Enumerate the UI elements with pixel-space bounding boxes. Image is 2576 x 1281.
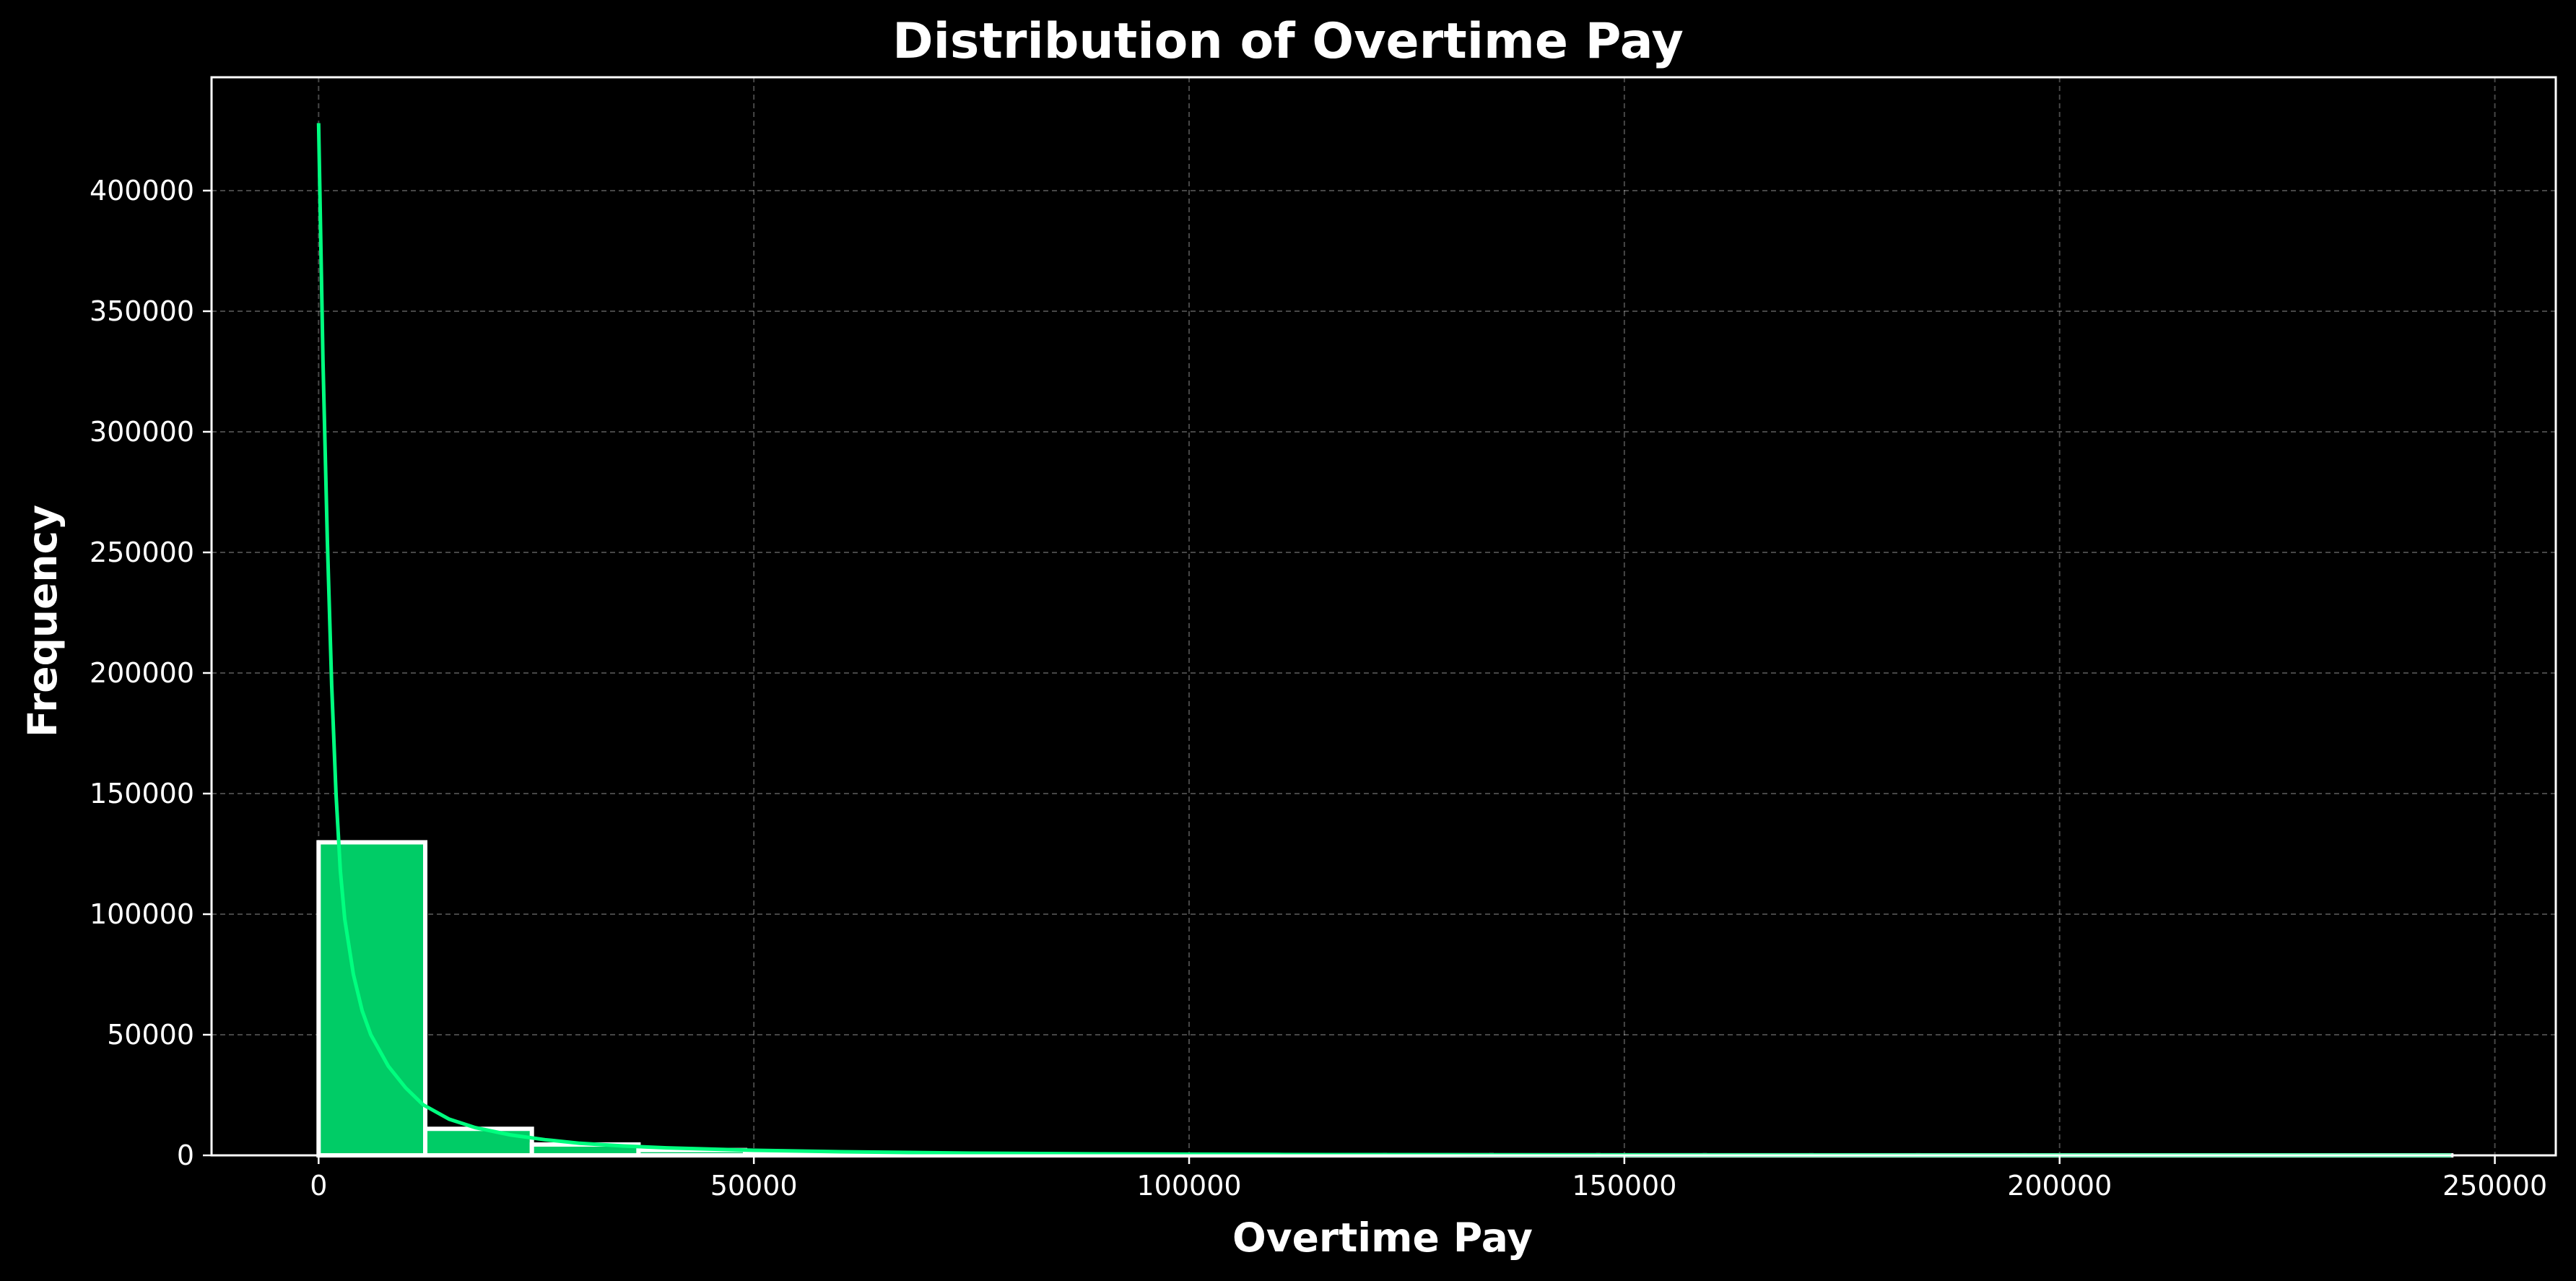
plot-frame [210,76,2557,1157]
y-tick-label: 100000 [90,898,194,930]
histogram-bar [423,1126,534,1158]
chart-title: Distribution of Overtime Pay [892,13,1684,70]
x-axis-ticks: 0 50000 100000 150000 200000 250000 [310,1155,2547,1202]
y-tick-label: 250000 [90,537,194,568]
y-tick-label: 350000 [90,295,194,327]
y-tick-label: 0 [177,1139,194,1171]
x-tick-label: 50000 [710,1170,798,1202]
x-tick-label: 250000 [2442,1170,2547,1202]
x-tick-label: 100000 [1136,1170,1241,1202]
histogram-bar [316,840,428,1158]
y-tick-label: 400000 [90,175,194,207]
y-axis-label: Frequency [19,505,66,737]
y-tick-label: 150000 [90,778,194,809]
y-tick-label: 200000 [90,657,194,689]
y-tick-label: 50000 [107,1019,194,1051]
x-tick-label: 200000 [2007,1170,2112,1202]
x-tick-label: 150000 [1572,1170,1676,1202]
y-tick-label: 300000 [90,416,194,448]
x-axis-label: Overtime Pay [1232,1215,1533,1261]
x-tick-label: 0 [310,1170,327,1202]
y-axis-ticks: 0 50000 100000 150000 200000 250000 300000 3500… [90,175,212,1171]
